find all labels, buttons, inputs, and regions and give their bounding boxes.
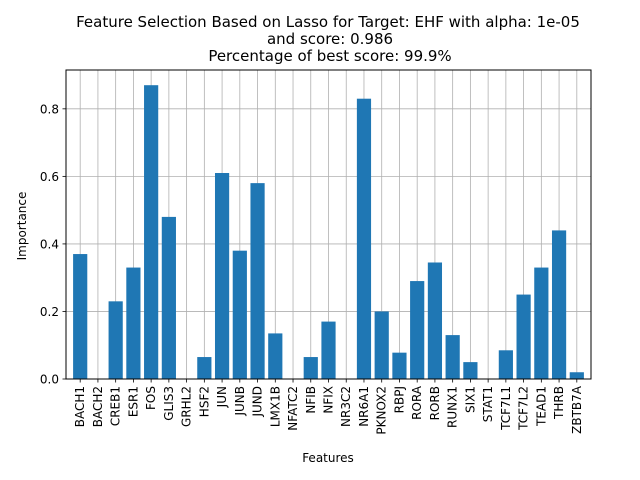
bar-fos	[144, 85, 159, 380]
bar-tead1	[534, 267, 549, 379]
x-tick-label: RORB	[428, 386, 442, 420]
chart-title: Feature Selection Based on Lasso for Tar…	[76, 13, 580, 65]
bar-tcf7l1	[498, 350, 513, 379]
x-tick-label: NFIX	[322, 386, 336, 414]
bar-jund	[250, 183, 265, 379]
bar-lmx1b	[268, 333, 283, 379]
bar-esr1	[126, 267, 141, 379]
x-tick-label: HSF2	[197, 386, 211, 417]
bar-six1	[463, 362, 478, 379]
y-tick-label: 0.8	[40, 102, 59, 116]
title-line-1: Feature Selection Based on Lasso for Tar…	[76, 13, 580, 31]
y-tick-label: 0.4	[40, 237, 59, 251]
x-tick-label: NFATC2	[286, 386, 300, 431]
bars	[73, 85, 584, 380]
x-tick-label: THRB	[552, 386, 566, 420]
x-axis-label: Features	[302, 451, 354, 465]
title-line-3: Percentage of best score: 99.9%	[208, 47, 451, 65]
y-axis: 0.0 0.2 0.4 0.6 0.8	[40, 102, 66, 387]
bar-glis3	[161, 216, 176, 379]
bar-zbtb7a	[569, 372, 584, 379]
x-tick-label: LMX1B	[268, 386, 282, 427]
bar-nfix	[321, 321, 336, 379]
bar-creb1	[108, 301, 123, 379]
x-tick-label: NFIB	[304, 386, 318, 414]
bar-rora	[410, 281, 425, 379]
bar-rorb	[427, 262, 443, 379]
x-tick-label: NR6A1	[357, 386, 371, 427]
x-tick-label: RUNX1	[446, 386, 460, 428]
x-tick-label: TCF7L1	[499, 386, 513, 431]
x-tick-label: RBPJ	[392, 386, 406, 413]
x-axis: BACH1 BACH2 CREB1 ESR1 FOS GLIS3 GRHL2 HSF2 JUN J…	[73, 379, 584, 435]
x-tick-label: BACH1	[73, 386, 87, 427]
bar-rbpj	[392, 352, 407, 379]
y-tick-label: 0.0	[40, 373, 59, 387]
grid-lines	[66, 70, 591, 380]
x-tick-label: STAT1	[481, 386, 495, 422]
bar-bach1	[73, 254, 88, 379]
x-tick-label: FOS	[144, 386, 158, 410]
x-tick-label: GRHL2	[180, 386, 194, 427]
x-tick-label: ESR1	[126, 386, 140, 417]
title-line-2: and score: 0.986	[267, 30, 393, 48]
x-tick-label: RORA	[410, 385, 424, 420]
bar-tcf7l2	[516, 294, 531, 379]
x-tick-label: PKNOX2	[375, 386, 389, 435]
bar-junb	[232, 250, 247, 379]
x-tick-label: JUNB	[233, 386, 247, 417]
bar-nr6a1	[356, 98, 372, 379]
y-axis-label: Importance	[15, 192, 29, 261]
bar-nfib	[303, 357, 318, 379]
x-tick-label: TEAD1	[534, 386, 548, 427]
x-tick-label: ZBTB7A	[570, 385, 584, 434]
bar-thrb	[551, 230, 567, 379]
x-tick-label: JUN	[215, 386, 229, 408]
x-tick-label: TCF7L2	[517, 386, 531, 431]
bar-pknox2	[374, 311, 389, 379]
x-tick-label: GLIS3	[162, 386, 176, 421]
y-tick-label: 0.2	[40, 305, 59, 319]
x-tick-label: CREB1	[109, 386, 123, 426]
x-tick-label: BACH2	[91, 386, 105, 427]
y-tick-label: 0.6	[40, 170, 59, 184]
x-tick-label: JUND	[251, 386, 265, 418]
x-tick-label: SIX1	[463, 386, 477, 413]
bar-hsf2	[197, 357, 212, 379]
x-tick-label: NR3C2	[339, 386, 353, 427]
bar-runx1	[445, 335, 460, 379]
bar-jun	[214, 173, 230, 379]
